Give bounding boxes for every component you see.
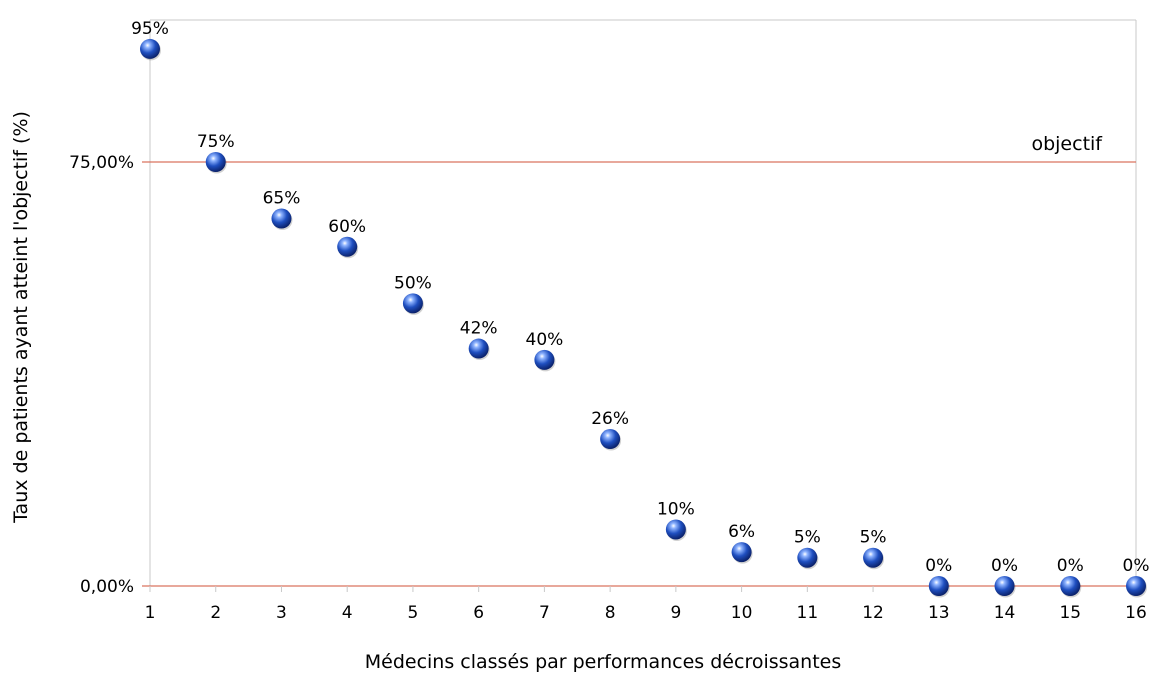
x-tick-label: 5	[408, 603, 419, 623]
x-tick-label: 4	[342, 603, 353, 623]
data-point	[402, 293, 423, 314]
data-point	[928, 576, 949, 596]
data-point	[140, 38, 160, 59]
x-tick-label: 8	[605, 603, 616, 623]
data-point	[468, 338, 489, 359]
x-tick-label: 1	[145, 603, 156, 623]
x-tick-label: 6	[473, 603, 484, 623]
data-label: 0%	[991, 556, 1018, 576]
data-label: 60%	[328, 217, 366, 237]
data-point	[534, 349, 555, 370]
x-tick-label: 13	[928, 603, 950, 623]
data-label: 0%	[1057, 556, 1084, 576]
data-point	[797, 547, 818, 568]
data-label: 0%	[925, 556, 952, 576]
reference-line-label: objectif	[1031, 133, 1103, 155]
x-tick-label: 14	[994, 603, 1016, 623]
x-tick-label: 16	[1125, 603, 1147, 623]
data-point	[731, 542, 752, 563]
x-tick-label: 10	[731, 603, 753, 623]
data-label: 5%	[794, 528, 821, 548]
data-label: 40%	[526, 330, 564, 350]
y-axis-title: Taux de patients ayant atteint l'objecti…	[10, 111, 32, 524]
x-tick-label: 3	[276, 603, 287, 623]
x-tick-label: 15	[1059, 603, 1081, 623]
data-label: 6%	[728, 522, 755, 542]
data-point	[863, 547, 884, 568]
data-label: 75%	[197, 132, 235, 152]
x-tick-label: 12	[862, 603, 884, 623]
data-label: 26%	[591, 409, 629, 429]
x-tick-label: 2	[210, 603, 221, 623]
data-label: 95%	[131, 19, 169, 39]
y-tick-label: 0,00%	[80, 577, 134, 597]
x-tick-label: 7	[539, 603, 550, 623]
data-label: 65%	[263, 189, 301, 209]
data-label: 10%	[657, 499, 695, 519]
data-point	[600, 429, 621, 450]
data-point	[994, 576, 1015, 596]
data-label: 42%	[460, 319, 498, 339]
y-tick-label: 75,00%	[69, 153, 134, 173]
data-label: 5%	[860, 528, 887, 548]
data-point	[665, 519, 686, 540]
data-label: 50%	[394, 273, 432, 293]
data-point	[1060, 576, 1081, 596]
x-tick-label: 9	[670, 603, 681, 623]
data-point	[271, 208, 292, 229]
data-point	[1126, 576, 1146, 596]
x-axis-title: Médecins classés par performances décroi…	[365, 651, 842, 673]
data-point	[205, 152, 226, 172]
data-label: 0%	[1123, 556, 1150, 576]
data-point	[337, 236, 358, 257]
x-tick-label: 11	[797, 603, 819, 623]
